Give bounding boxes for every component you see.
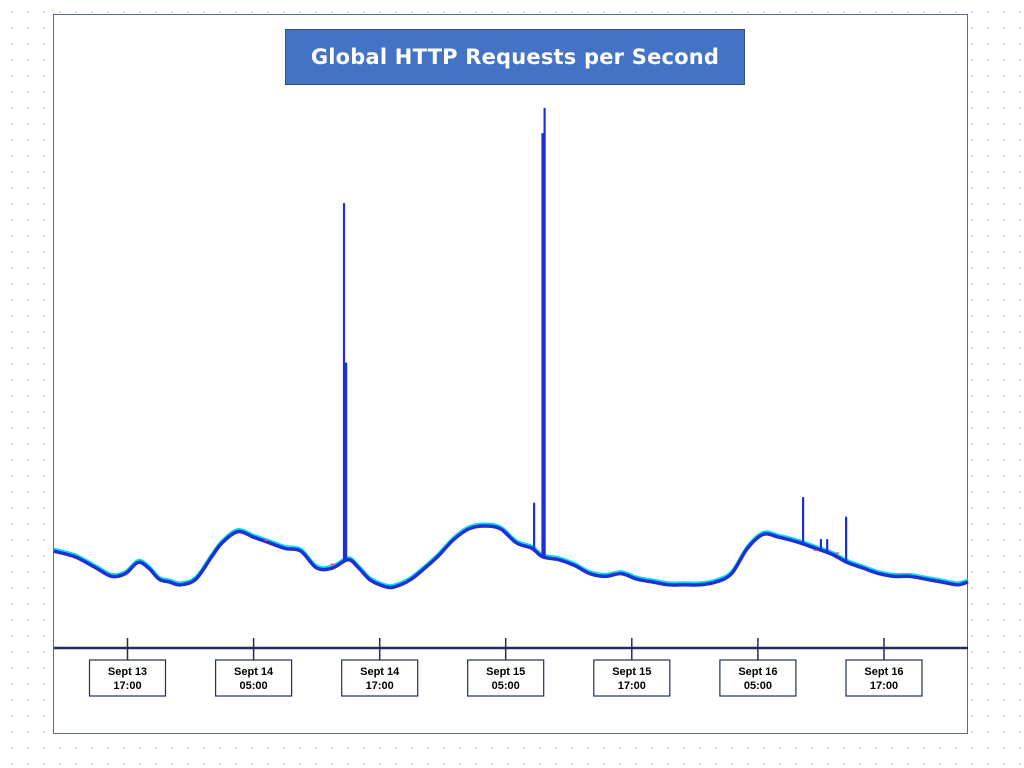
x-tick-label-box-3 (467, 659, 545, 697)
x-tick-label-date-3: Sept 15 (486, 666, 525, 678)
chart-title: Global HTTP Requests per Second (285, 29, 745, 85)
x-axis-ticks: Sept 13 17:00 Sept 14 05:00 Sept 14 17:00 Sept… (88, 638, 923, 697)
x-tick-label-time-6: 17:00 (870, 680, 898, 692)
x-tick-label-box-0 (88, 659, 167, 697)
x-tick-label-date-0: Sept 13 (108, 666, 147, 678)
x-tick-label-box-6 (845, 659, 923, 697)
x-tick-label-box-4 (593, 659, 671, 697)
x-tick-label-time-3: 05:00 (492, 680, 520, 692)
x-tick-label-date-4: Sept 15 (612, 666, 651, 678)
x-tick-label-box-2 (341, 659, 419, 697)
x-tick-label-time-1: 05:00 (240, 680, 268, 692)
series-layer (53, 107, 969, 590)
x-tick-label-time-0: 17:00 (113, 680, 141, 692)
x-tick-label-date-5: Sept 16 (738, 666, 777, 678)
x-tick-label-date-2: Sept 14 (360, 666, 400, 678)
chart-frame (53, 14, 968, 734)
x-tick-label-box-5 (719, 659, 797, 697)
series-0-line (53, 524, 969, 590)
x-tick-label-time-5: 05:00 (744, 680, 772, 692)
x-tick-label-date-6: Sept 16 (864, 666, 903, 678)
x-tick-label-time-4: 17:00 (618, 680, 646, 692)
x-tick-label-date-1: Sept 14 (234, 666, 274, 678)
x-tick-label-box-1 (215, 659, 293, 697)
x-tick-label-time-2: 17:00 (366, 680, 394, 692)
